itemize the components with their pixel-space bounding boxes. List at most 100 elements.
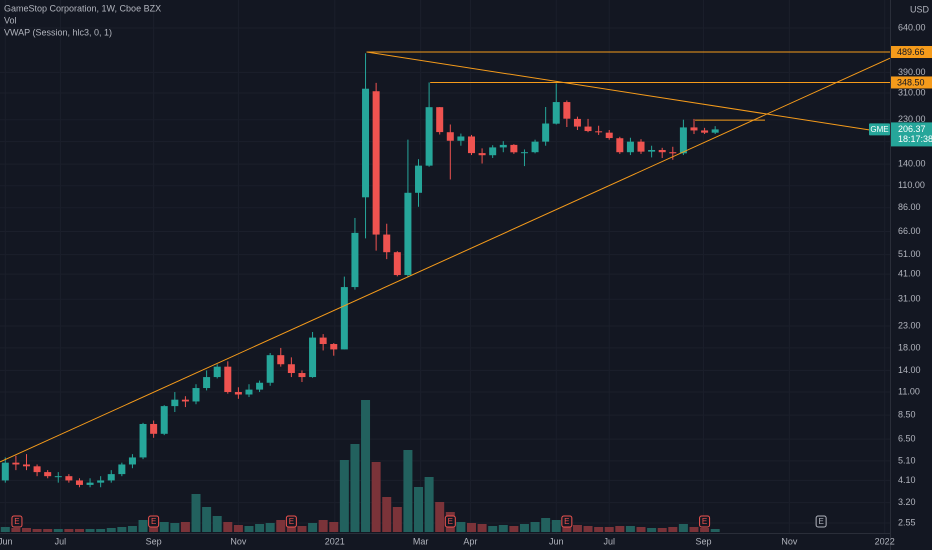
candle-body bbox=[171, 399, 179, 407]
candle-body bbox=[393, 252, 401, 276]
last-price-label: 206.37 bbox=[898, 124, 926, 134]
indicator-label: Vol bbox=[4, 15, 17, 25]
earnings-label: E bbox=[564, 517, 569, 526]
earnings-label: E bbox=[702, 517, 707, 526]
y-tick-label: 4.10 bbox=[898, 475, 916, 485]
x-tick-label: 2021 bbox=[325, 536, 345, 546]
candle-body bbox=[150, 423, 158, 434]
candle-body bbox=[563, 102, 571, 119]
earnings-label: E bbox=[151, 517, 156, 526]
candle-body bbox=[224, 366, 232, 393]
candle-body bbox=[626, 141, 634, 153]
earnings-marker bbox=[444, 515, 456, 528]
volume-bar bbox=[244, 526, 254, 532]
volume-bar bbox=[498, 525, 508, 532]
earnings-marker bbox=[148, 515, 160, 528]
earnings-marker bbox=[815, 515, 827, 528]
volume-bar bbox=[625, 526, 635, 532]
candle-body bbox=[181, 399, 189, 402]
candle-body bbox=[510, 144, 518, 153]
y-tick-label: 66.00 bbox=[898, 226, 921, 236]
volume-bar bbox=[339, 460, 349, 532]
candle-body bbox=[690, 127, 698, 131]
candle-body bbox=[298, 373, 306, 378]
candle-body bbox=[648, 149, 656, 152]
x-tick-label: Apr bbox=[463, 536, 477, 546]
volume-bar bbox=[392, 507, 402, 532]
volume-bar bbox=[488, 526, 498, 532]
candle-body bbox=[330, 344, 338, 350]
candle-body bbox=[287, 364, 295, 374]
candle-body bbox=[340, 287, 348, 350]
volume-bar bbox=[159, 522, 169, 532]
earnings-label: E bbox=[448, 517, 453, 526]
earnings-marker bbox=[699, 515, 711, 528]
y-tick-label: 6.50 bbox=[898, 434, 916, 444]
candle-body bbox=[637, 141, 645, 152]
y-tick-label: 23.00 bbox=[898, 320, 921, 330]
level-label: 348.50 bbox=[897, 77, 925, 87]
x-tick-label: Jul bbox=[603, 536, 615, 546]
volume-bar bbox=[202, 507, 212, 532]
y-tick-label: 3.20 bbox=[898, 497, 916, 507]
volume-bar bbox=[138, 520, 148, 532]
candle-body bbox=[213, 366, 221, 378]
x-tick-label: Jun bbox=[0, 536, 13, 546]
candle-body bbox=[595, 131, 603, 133]
candle-body bbox=[54, 476, 62, 478]
y-tick-label: 18.00 bbox=[898, 342, 921, 352]
volume-bar bbox=[435, 502, 445, 532]
volume-bar bbox=[541, 518, 551, 532]
candle-body bbox=[75, 480, 83, 485]
candle-body bbox=[425, 107, 433, 166]
drawings bbox=[0, 51, 891, 463]
candle-body bbox=[277, 355, 285, 365]
volume-bar bbox=[700, 528, 710, 532]
volume-bar bbox=[233, 525, 243, 532]
volume-bar bbox=[509, 526, 519, 532]
volume-bar bbox=[106, 528, 116, 532]
candle-body bbox=[203, 377, 211, 389]
volume-bar bbox=[583, 526, 593, 532]
earnings-marker bbox=[11, 515, 23, 528]
candle-body bbox=[351, 232, 359, 288]
candle-body bbox=[362, 88, 370, 198]
volume-bar bbox=[276, 520, 286, 532]
candle-body bbox=[531, 141, 539, 153]
volume-bar bbox=[678, 524, 688, 532]
candle-body bbox=[520, 152, 528, 154]
y-tick-label: 14.00 bbox=[898, 365, 921, 375]
candle-body bbox=[319, 337, 327, 345]
candle-body bbox=[44, 472, 52, 477]
volume-bar bbox=[382, 497, 392, 532]
y-tick-label: 2.55 bbox=[898, 517, 916, 527]
currency-label: USD bbox=[910, 4, 930, 14]
candle-body bbox=[679, 127, 687, 154]
y-tick-label: 5.10 bbox=[898, 455, 916, 465]
volume-bar bbox=[43, 529, 53, 532]
candle-body bbox=[711, 129, 719, 133]
symbol-label: GME bbox=[870, 125, 888, 134]
level-label-box bbox=[891, 76, 932, 89]
candle-body bbox=[669, 152, 677, 154]
volume-bar bbox=[127, 526, 137, 532]
volume-bar bbox=[689, 527, 699, 532]
volume-bar bbox=[74, 529, 84, 532]
volume-bar bbox=[668, 527, 678, 532]
volume-bar bbox=[424, 477, 434, 532]
y-tick-label: 640.00 bbox=[898, 22, 926, 32]
candle-body bbox=[234, 392, 242, 395]
x-tick-label: Nov bbox=[230, 536, 247, 546]
y-tick-label: 8.50 bbox=[898, 409, 916, 419]
candle-body bbox=[86, 482, 94, 485]
trend-line bbox=[0, 57, 891, 463]
level-label: 489.66 bbox=[897, 47, 925, 57]
candle-body bbox=[584, 126, 592, 132]
volume-bar bbox=[212, 516, 222, 532]
x-tick-label: Jul bbox=[55, 536, 67, 546]
volume-bar bbox=[255, 524, 265, 532]
earnings-label: E bbox=[14, 517, 19, 526]
volume-bar bbox=[657, 528, 667, 532]
candle-body bbox=[467, 136, 475, 154]
